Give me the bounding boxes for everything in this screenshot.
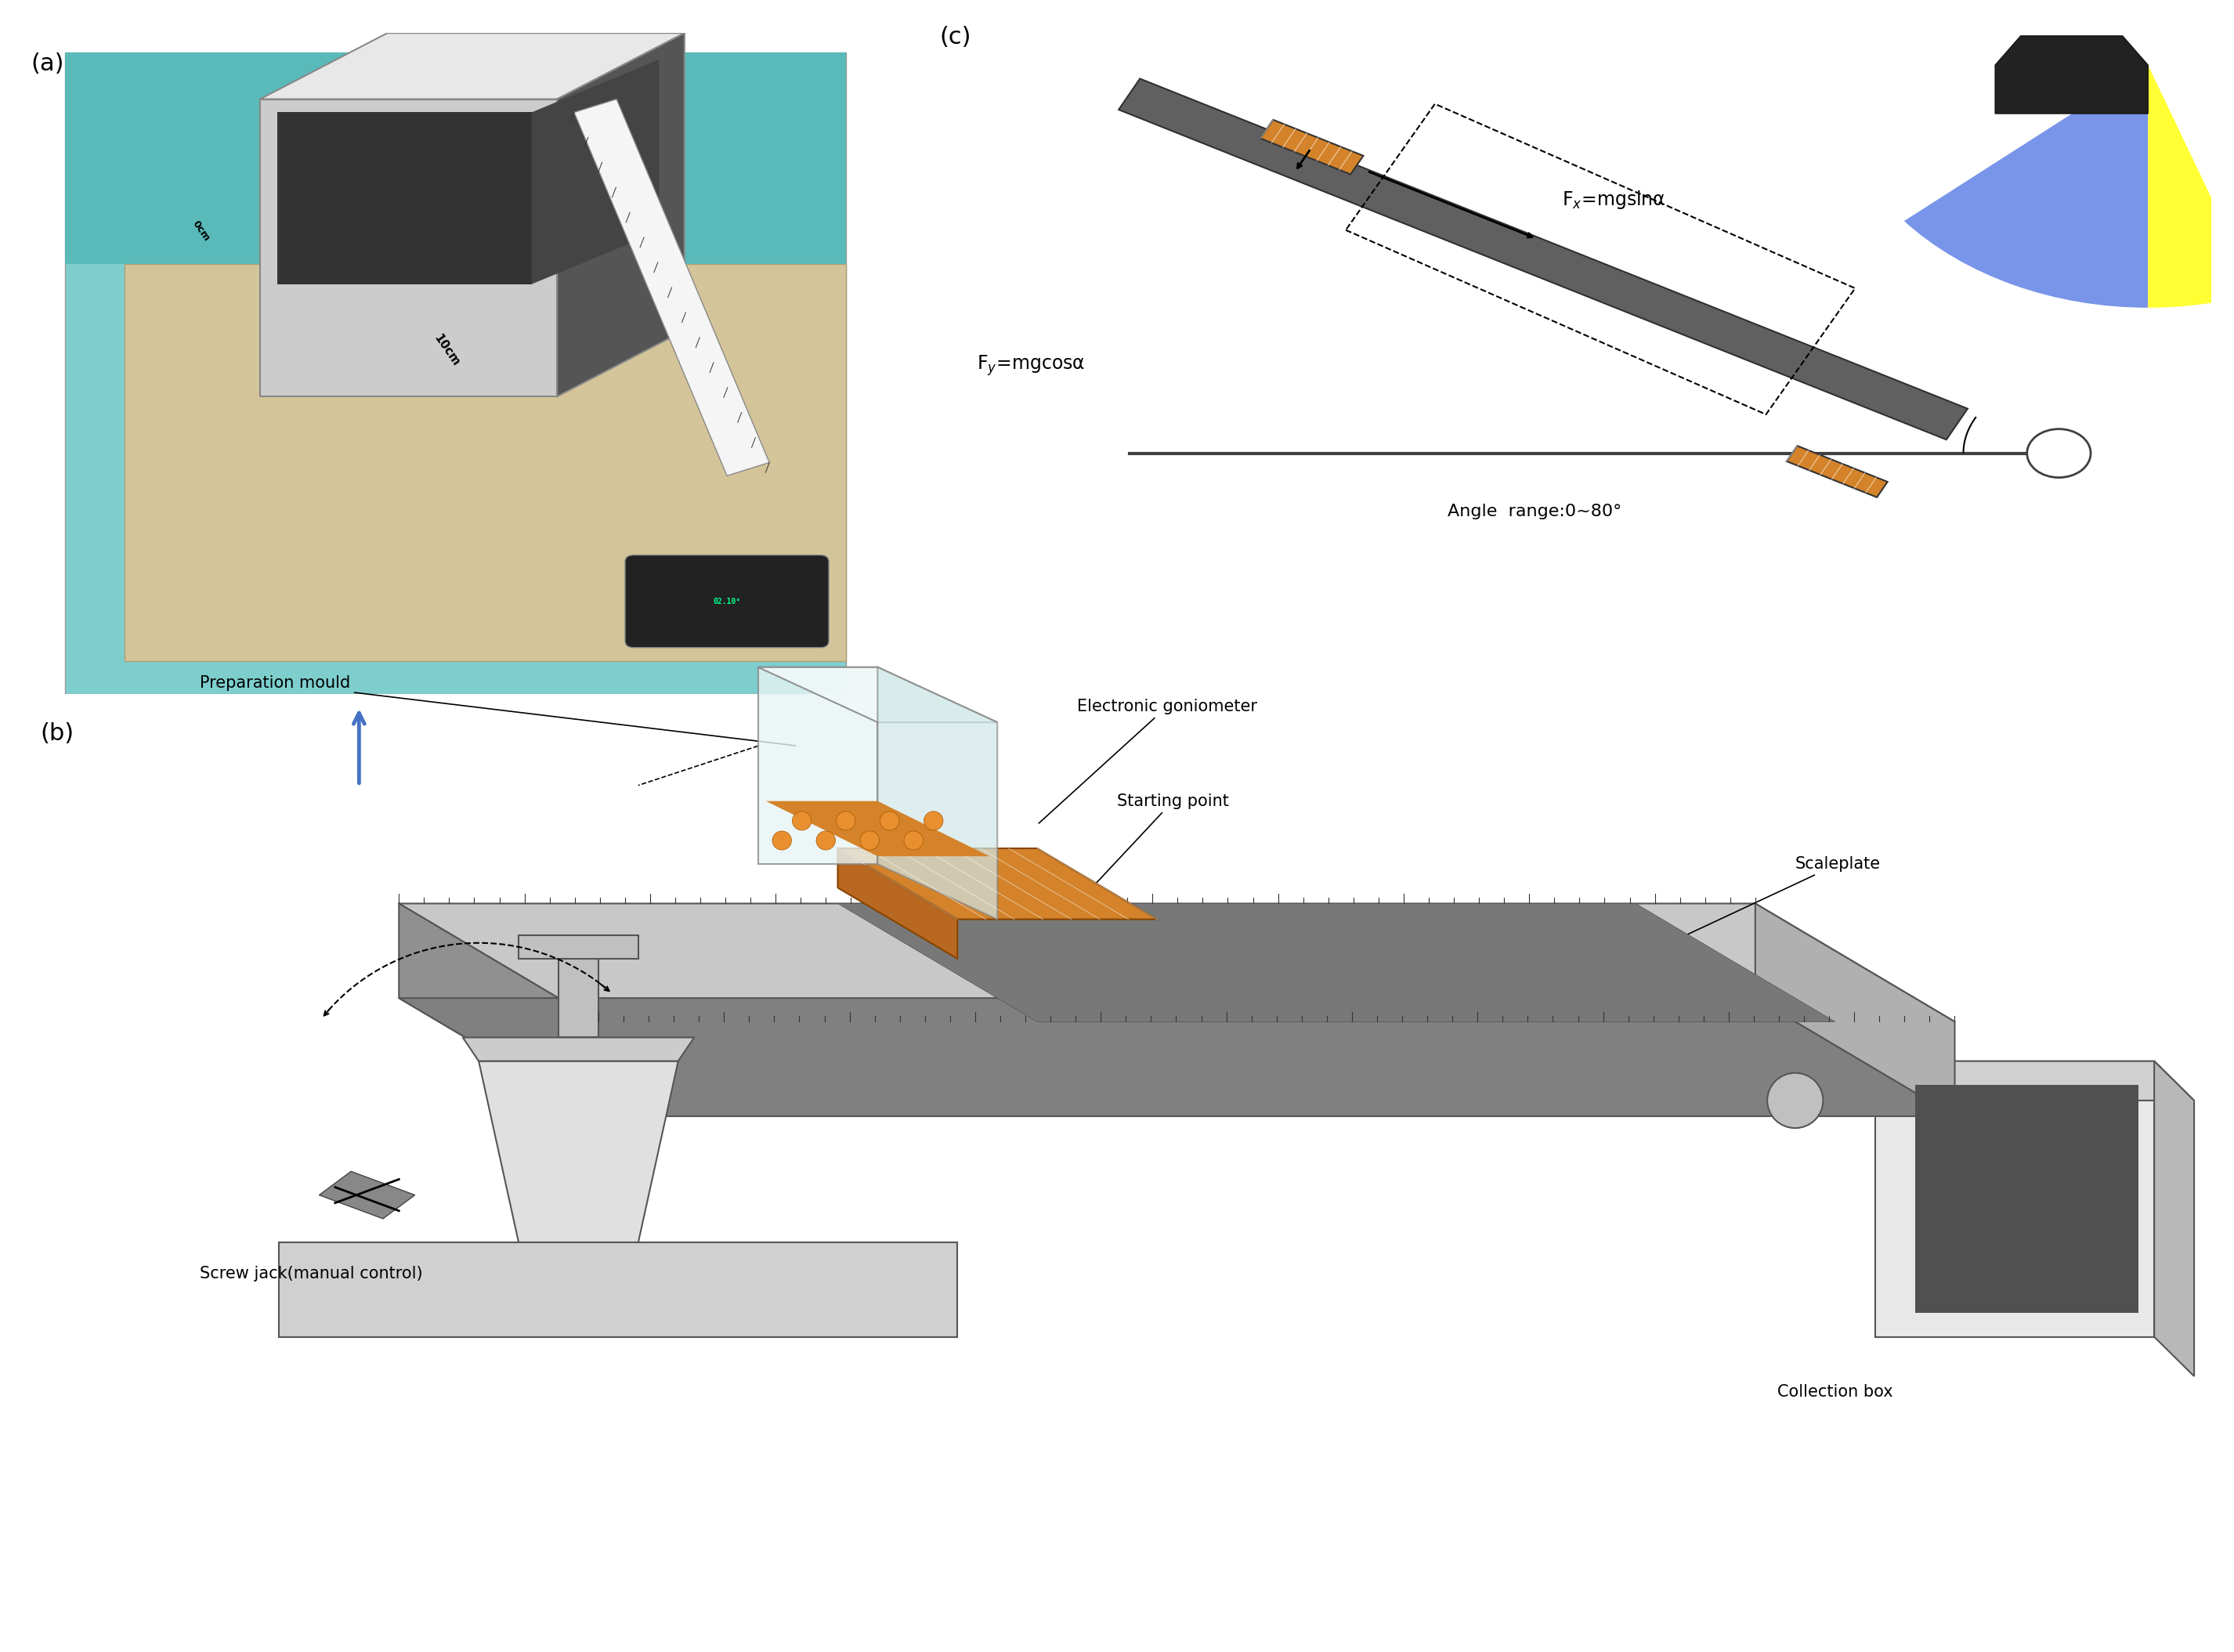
Polygon shape <box>478 1061 679 1242</box>
FancyBboxPatch shape <box>626 555 829 648</box>
Polygon shape <box>1119 79 1968 439</box>
Text: Scaleplate: Scaleplate <box>1638 856 1881 958</box>
Polygon shape <box>838 904 1834 1021</box>
Polygon shape <box>259 99 556 396</box>
Circle shape <box>925 811 943 831</box>
Polygon shape <box>2154 1061 2194 1376</box>
Circle shape <box>773 831 791 849</box>
FancyBboxPatch shape <box>65 53 847 264</box>
Polygon shape <box>838 849 958 958</box>
Polygon shape <box>838 849 1157 919</box>
Text: (a): (a) <box>31 53 65 76</box>
Text: Preparation mould: Preparation mould <box>199 676 795 745</box>
Polygon shape <box>1874 1061 2194 1100</box>
FancyBboxPatch shape <box>65 53 847 694</box>
FancyBboxPatch shape <box>125 264 847 661</box>
Text: Starting point: Starting point <box>1079 793 1229 902</box>
Text: F$_x$=mgsinα: F$_x$=mgsinα <box>1562 188 1667 211</box>
Polygon shape <box>462 1037 695 1061</box>
Polygon shape <box>1756 904 1955 1117</box>
Text: F$_y$=mgcosα: F$_y$=mgcosα <box>976 354 1086 378</box>
Polygon shape <box>1260 119 1363 175</box>
Polygon shape <box>400 904 599 1117</box>
Circle shape <box>815 831 836 849</box>
Circle shape <box>860 831 880 849</box>
Text: Collection box: Collection box <box>1778 1384 1892 1399</box>
Polygon shape <box>277 112 532 284</box>
Polygon shape <box>574 99 768 476</box>
Polygon shape <box>259 33 684 99</box>
Polygon shape <box>1787 446 1888 497</box>
Text: (c): (c) <box>941 26 972 50</box>
Text: (b): (b) <box>40 722 74 745</box>
Text: 02.10°: 02.10° <box>713 598 742 605</box>
Text: Electronic goniometer: Electronic goniometer <box>1039 699 1258 823</box>
Circle shape <box>836 811 856 831</box>
Polygon shape <box>766 801 990 856</box>
Text: 10cm: 10cm <box>431 332 462 368</box>
Polygon shape <box>400 904 1955 1021</box>
Polygon shape <box>1915 1085 2138 1313</box>
Text: 0cm: 0cm <box>190 220 212 243</box>
Polygon shape <box>279 1242 958 1336</box>
Polygon shape <box>757 667 996 722</box>
Text: Angle  range:0~80°: Angle range:0~80° <box>1448 504 1622 519</box>
Wedge shape <box>1903 64 2149 307</box>
Circle shape <box>793 811 811 831</box>
Polygon shape <box>757 667 878 864</box>
Polygon shape <box>532 59 659 284</box>
Polygon shape <box>1874 1061 2154 1336</box>
Wedge shape <box>2149 64 2234 307</box>
Circle shape <box>905 831 923 849</box>
Polygon shape <box>319 1171 416 1219</box>
Circle shape <box>1767 1072 1823 1128</box>
Polygon shape <box>558 958 599 1037</box>
Polygon shape <box>1995 36 2149 114</box>
Circle shape <box>2026 430 2091 477</box>
Polygon shape <box>878 667 996 919</box>
Circle shape <box>880 811 898 831</box>
Text: Screw jack(manual control): Screw jack(manual control) <box>199 1265 422 1282</box>
Polygon shape <box>518 935 639 958</box>
Polygon shape <box>556 33 684 396</box>
Polygon shape <box>400 998 1955 1117</box>
